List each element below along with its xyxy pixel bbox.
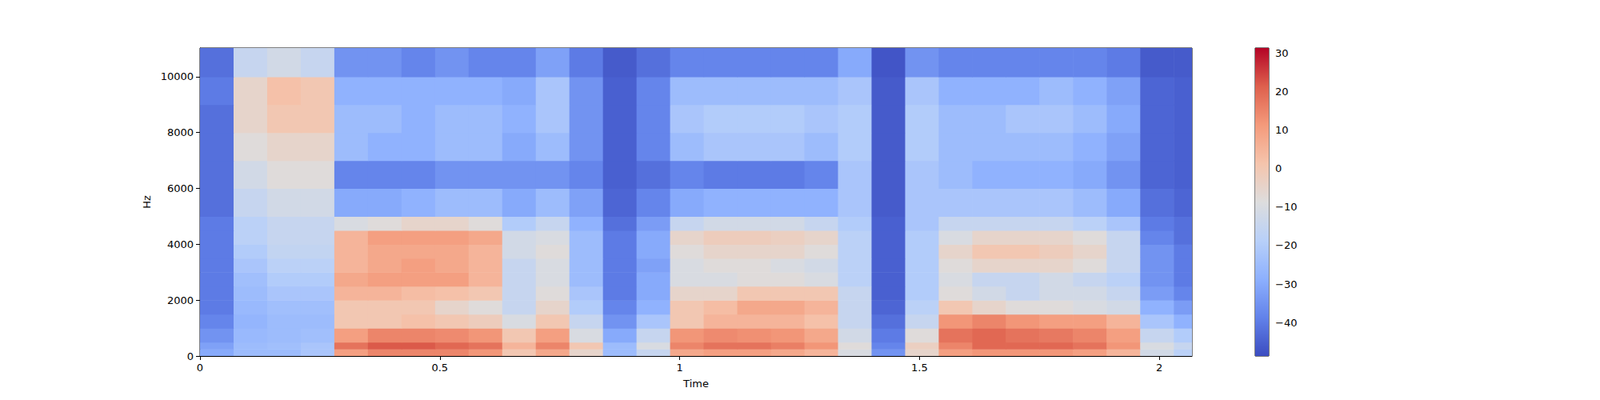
svg-text:−40: −40	[1275, 316, 1297, 329]
svg-text:0: 0	[1275, 162, 1282, 175]
svg-text:Hz: Hz	[140, 195, 153, 209]
svg-text:10: 10	[1275, 124, 1289, 136]
svg-text:0.5: 0.5	[431, 361, 448, 374]
svg-text:−10: −10	[1275, 200, 1297, 213]
svg-text:Time: Time	[682, 377, 709, 390]
svg-text:1.5: 1.5	[911, 361, 928, 374]
svg-text:20: 20	[1275, 85, 1289, 98]
svg-text:10000: 10000	[160, 70, 194, 83]
svg-text:2: 2	[1156, 361, 1163, 374]
svg-text:0: 0	[196, 361, 204, 374]
svg-text:30: 30	[1275, 47, 1289, 60]
svg-text:−20: −20	[1275, 239, 1297, 252]
svg-text:8000: 8000	[167, 126, 194, 139]
svg-text:1: 1	[676, 361, 683, 374]
svg-text:2000: 2000	[167, 294, 194, 307]
svg-text:−30: −30	[1275, 278, 1297, 291]
svg-text:0: 0	[187, 350, 194, 363]
svg-text:4000: 4000	[167, 238, 194, 251]
svg-text:6000: 6000	[167, 182, 194, 195]
